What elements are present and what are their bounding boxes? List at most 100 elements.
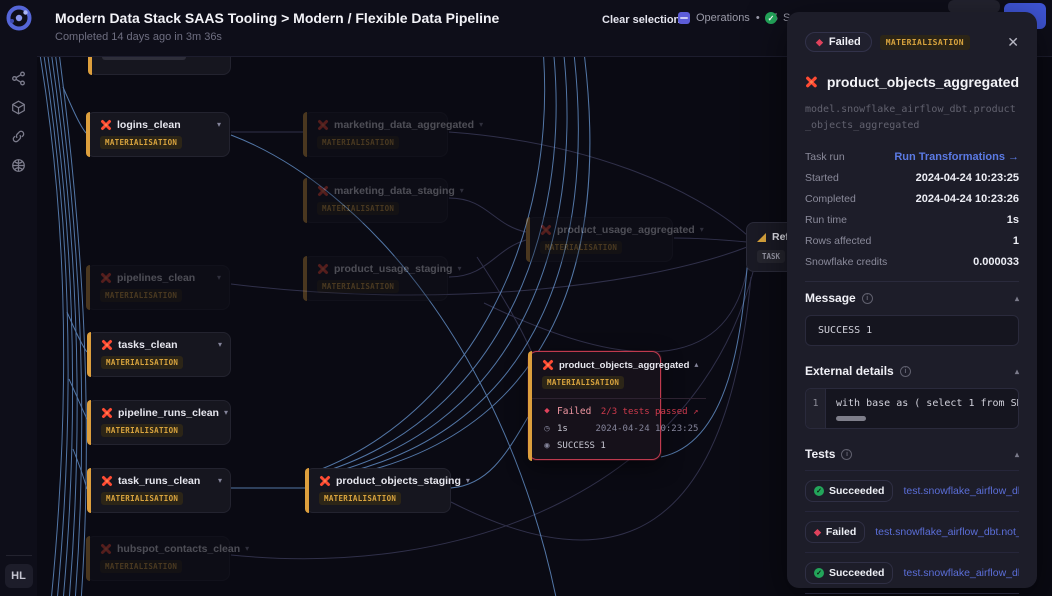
chevron-down-icon[interactable]: ▾ [479,120,484,129]
sidebar: HL [0,0,37,596]
task-type-badge: TASK [757,250,786,263]
message-dot-icon: ◉ [544,441,550,451]
collapse-icon[interactable]: ▴ [1014,449,1019,459]
chevron-down-icon[interactable]: ▾ [465,476,470,485]
dbt-icon [540,224,552,236]
dbt-icon [101,475,113,487]
chevron-down-icon[interactable]: ▾ [216,273,221,282]
detail-label: Task run [805,150,845,163]
dbt-icon [805,70,818,94]
dag-node-pipeline_runs_clean[interactable]: pipeline_runs_clean ▾ MATERIALISATION [87,400,231,445]
info-icon[interactable]: i [899,365,911,377]
detail-label: Run time [805,213,848,226]
detail-label: Rows affected [805,234,872,247]
dag-node-pipelines_clean[interactable]: pipelines_clean ▾ MATERIALISATION [86,265,230,310]
collapse-icon[interactable]: ▴ [1014,293,1019,303]
detail-value: 1s [1006,213,1019,226]
dag-node-tasks_clean[interactable]: tasks_clean ▾ MATERIALISATION [87,332,231,377]
external-link-icon: ↗ [692,406,699,417]
code-content[interactable]: with base as ( select 1 from SNOWFLAKE [826,389,1018,428]
dbt-icon [101,407,113,419]
globe-icon[interactable] [11,158,26,173]
node-title: tasks_clean [118,339,178,351]
dag-node-marketing_data_aggregated[interactable]: marketing_data_aggregated ▾ MATERIALISATIO… [303,112,483,157]
node-title: task_runs_clean [118,475,201,487]
chevron-down-icon[interactable]: ▾ [245,544,250,553]
collapse-icon[interactable]: ▴ [1014,366,1019,376]
sidebar-nav [11,71,26,173]
package-icon[interactable] [11,100,26,115]
node-title: marketing_data_staging [334,185,455,197]
chevron-down-icon[interactable]: ▾ [459,186,464,195]
chevron-down-icon[interactable]: ▾ [217,340,222,349]
chevron-down-icon[interactable]: ▾ [699,225,704,234]
dag-node-product_objects_staging[interactable]: product_objects_staging ▾ MATERIALISATION [305,468,470,513]
operations-counter[interactable]: Operations • 35 [678,12,778,24]
external-details-code-box: 1 with base as ( select 1 from SNOWFLAKE [805,388,1019,429]
node-status-stripe [303,178,307,223]
info-icon[interactable]: i [841,448,853,460]
node-type-badge [102,57,186,60]
test-status-badge: ✓ Succeeded [805,480,894,502]
node-type-badge: MATERIALISATION [100,136,183,149]
node-title: pipeline_runs_clean [118,407,219,419]
horizontal-scrollbar[interactable] [836,416,866,421]
chevron-down-icon[interactable]: ▾ [216,120,221,129]
dbt-icon [317,119,329,131]
hidden-toolbar-button[interactable] [948,0,1000,13]
node-title: hubspot_contacts_clean [117,543,241,555]
dbt-icon [542,359,554,371]
dag-edges [39,57,754,596]
detail-value: 2024-04-24 10:23:26 [915,192,1019,205]
dag-node-product_usage_staging[interactable]: product_usage_staging ▾ MATERIALISATION [303,256,461,301]
node-status-stripe [87,332,91,377]
node-status-stripe [305,468,309,513]
status-badge: ◆ Failed [805,32,872,52]
node-message: SUCCESS 1 [557,441,606,451]
node-status-stripe [87,400,91,445]
dag-node-partial[interactable] [88,57,231,75]
clear-selection-button[interactable]: Clear selection [602,14,681,26]
chevron-down-icon[interactable]: ▾ [457,264,462,273]
test-status-badge: ◆ Failed [805,521,866,543]
test-status-badge: ✓ Succeeded [805,562,894,584]
node-status-stripe [526,217,530,262]
dag-node-marketing_data_staging[interactable]: marketing_data_staging ▾ MATERIALISATION [303,178,464,223]
user-avatar[interactable]: HL [4,564,33,588]
dbt-icon [100,543,112,555]
message-section-header: Message i ▴ [805,291,1019,305]
operations-separator: • [755,12,760,24]
dag-node-selected-product_objects_aggregated[interactable]: product_objects_aggregated ▴ MATERIALISA… [527,350,707,461]
task-run-link[interactable]: Run Transformations → [894,150,1019,163]
dag-node-logins_clean[interactable]: logins_clean ▾ MATERIALISATION [86,112,230,157]
test-row: ✓Succeeded test.snowflake_airflow_dbt.uni… [805,471,1019,512]
chevron-up-icon[interactable]: ▴ [694,360,699,369]
info-icon[interactable]: i [861,292,873,304]
chevron-down-icon[interactable]: ▾ [217,476,222,485]
tests-section-header: Tests i ▴ [805,447,1019,461]
dag-icon[interactable] [11,71,26,86]
chevron-down-icon[interactable]: ▾ [223,408,228,417]
node-title: pipelines_clean [117,272,196,284]
test-link[interactable]: test.snowflake_airflow_dbt.not_null_pr [875,526,1019,538]
dag-node-task_runs_clean[interactable]: task_runs_clean ▾ MATERIALISATION [87,468,231,513]
dbt-icon [100,272,112,284]
detail-row-rows-affected: Rows affected 1 [805,230,1019,251]
operations-checkbox-icon[interactable] [678,12,690,24]
link-icon[interactable] [11,129,26,144]
orchestra-logo[interactable] [6,5,32,31]
tests-summary-link[interactable]: 2/3 tests passed ↗ [600,406,699,417]
dag-node-hubspot_contacts_clean[interactable]: hubspot_contacts_clean ▾ MATERIALISATION [86,536,249,581]
close-icon[interactable]: ✕ [1007,34,1019,50]
node-type-badge: MATERIALISATION [100,560,183,573]
failed-diamond-icon: ◆ [816,36,823,47]
node-status-stripe [86,536,90,581]
detail-row-snowflake-credits: Snowflake credits 0.000033 [805,251,1019,272]
node-status-stripe [87,468,91,513]
test-link[interactable]: test.snowflake_airflow_dbt.not_null_pr [903,567,1019,579]
test-link[interactable]: test.snowflake_airflow_dbt.unique_pro [903,485,1019,497]
dag-node-product_usage_aggregated[interactable]: product_usage_aggregated ▾ MATERIALISATION [526,217,704,262]
node-status-stripe [527,350,532,461]
node-type-badge: MATERIALISATION [100,289,183,302]
success-check-icon: ✓ [765,12,777,24]
